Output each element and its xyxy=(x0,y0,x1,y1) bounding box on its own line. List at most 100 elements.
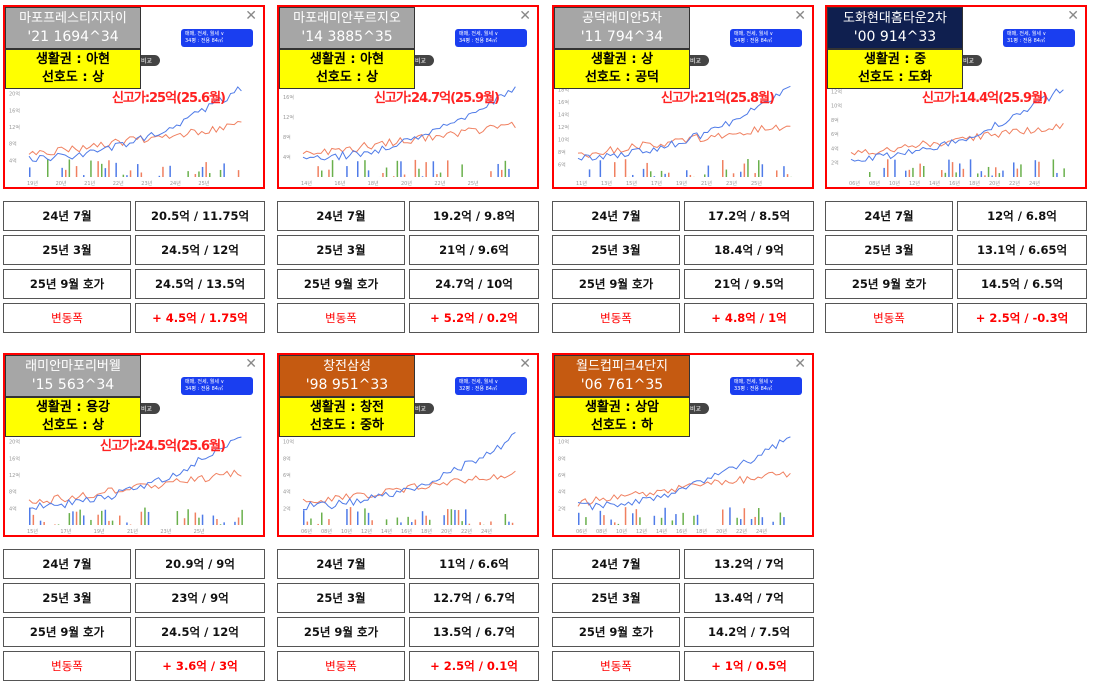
volume-bar xyxy=(732,173,735,177)
sale-price-line xyxy=(577,85,791,161)
compare-button[interactable]: 비교 xyxy=(133,403,161,414)
x-tick: 10년 xyxy=(616,528,627,535)
period-cell: 25년 3월 xyxy=(277,583,405,613)
filter-dropdown[interactable]: 매매, 전세, 월세 ∨ 31평 : 전용 84㎡ xyxy=(1003,29,1075,47)
compare-button[interactable]: 비교 xyxy=(407,55,435,66)
volume-bar xyxy=(1052,159,1055,177)
filter-dropdown[interactable]: 매매, 전세, 월세 ∨ 34평 : 전용 84㎡ xyxy=(455,29,527,47)
x-tick: 21년 xyxy=(84,180,95,187)
volume-bar xyxy=(955,172,957,177)
x-tick: 19년 xyxy=(676,180,687,187)
volume-bar xyxy=(668,172,670,177)
x-tick: 19년 xyxy=(94,528,105,535)
apartment-card: 도화현대홈타운2차 '00 914^33 생활권 : 중 선호도 : 도화 ✕ … xyxy=(825,5,1087,189)
y-tick: 4억 xyxy=(558,489,566,496)
close-icon[interactable]: ✕ xyxy=(519,356,531,372)
volume-bar xyxy=(887,159,889,177)
x-tick: 16년 xyxy=(676,528,687,535)
volume-bar xyxy=(998,173,1001,177)
volume-bar xyxy=(79,509,81,525)
volume-bar xyxy=(635,509,638,525)
volume-bar xyxy=(704,174,706,177)
volume-bar xyxy=(508,168,510,177)
price-table: 24년 7월 19.2억 / 9.8억 25년 3월 21억 / 9.6억 25… xyxy=(277,201,539,337)
close-icon[interactable]: ✕ xyxy=(245,8,257,24)
volume-bar xyxy=(126,522,128,525)
x-tick: 25년 xyxy=(198,180,209,187)
compare-button[interactable]: 비교 xyxy=(407,403,435,414)
table-row: 변동폭 + 2.5억 / 0.1억 xyxy=(277,651,539,681)
x-tick: 21년 xyxy=(701,180,712,187)
compare-button[interactable]: 비교 xyxy=(133,55,161,66)
x-tick: 06년 xyxy=(301,528,312,535)
y-tick: 12억 xyxy=(9,472,20,479)
x-tick: 16년 xyxy=(401,528,412,535)
table-row: 변동폭 + 2.5억 / -0.3억 xyxy=(825,303,1087,333)
price-cell: 24.7억 / 10억 xyxy=(409,269,539,299)
volume-bar xyxy=(306,521,309,525)
volume-bar xyxy=(234,521,236,525)
close-icon[interactable]: ✕ xyxy=(794,356,806,372)
filter-dropdown[interactable]: 매매, 전세, 월세 ∨ 33평 : 전용 84㎡ xyxy=(730,377,802,395)
volume-bar xyxy=(754,516,756,525)
volume-bar xyxy=(140,511,143,525)
table-row: 24년 7월 12억 / 6.8억 xyxy=(825,201,1087,231)
compare-button[interactable]: 비교 xyxy=(682,403,710,414)
x-tick: 06년 xyxy=(576,528,587,535)
y-tick: 16억 xyxy=(558,99,569,106)
apartment-label: 마포프레스티지자이 '21 1694^34 생활권 : 아현 선호도 : 상 xyxy=(5,7,141,89)
volume-bar xyxy=(144,507,146,525)
x-tick: 08년 xyxy=(869,180,880,187)
price-cell: + 1억 / 0.5억 xyxy=(684,651,814,681)
x-tick: 20년 xyxy=(401,180,412,187)
volume-bar xyxy=(119,515,121,525)
period-cell: 25년 3월 xyxy=(552,583,680,613)
sale-price-line xyxy=(850,88,1064,162)
close-icon[interactable]: ✕ xyxy=(794,8,806,24)
close-icon[interactable]: ✕ xyxy=(245,356,257,372)
filter-type: 매매, 전세, 월세 ∨ xyxy=(185,31,225,37)
filter-dropdown[interactable]: 매매, 전세, 월세 ∨ 32평 : 전용 84㎡ xyxy=(455,377,527,395)
volume-bar xyxy=(346,166,348,177)
x-tick: 18년 xyxy=(368,180,379,187)
volume-bar xyxy=(101,510,103,525)
period-cell: 24년 7월 xyxy=(825,201,953,231)
volume-bar xyxy=(653,515,656,525)
record-high-label: 신고가:24.7억(25.9월) xyxy=(373,91,500,106)
apartment-name: 래미안마포리버웰 xyxy=(25,359,121,374)
price-cell: 13.5억 / 6.7억 xyxy=(409,617,539,647)
volume-bar xyxy=(140,172,143,177)
price-cell: 21억 / 9.6억 xyxy=(409,235,539,265)
apartment-card: 창전삼성 '98 951^33 생활권 : 창전 선호도 : 중하 ✕ 매매, … xyxy=(277,353,539,537)
close-icon[interactable]: ✕ xyxy=(519,8,531,24)
x-tick: 12년 xyxy=(361,528,372,535)
volume-bar xyxy=(461,164,463,177)
volume-bar xyxy=(696,514,699,525)
volume-bar xyxy=(883,167,885,177)
x-tick: 08년 xyxy=(321,528,332,535)
volume-bar xyxy=(923,165,925,177)
period-cell: 25년 3월 xyxy=(277,235,405,265)
sale-price-line xyxy=(302,86,516,161)
volume-bar xyxy=(310,518,312,525)
volume-bar xyxy=(194,174,197,177)
living-area: 생활권 : 아현 xyxy=(35,52,111,67)
apartment-name: 마포프레스티지자이 xyxy=(19,11,127,26)
price-cell: 13.1억 / 6.65억 xyxy=(957,235,1087,265)
compare-button[interactable]: 비교 xyxy=(682,55,710,66)
volume-bar xyxy=(490,521,492,525)
volume-bar xyxy=(969,159,972,177)
volume-bar xyxy=(1063,168,1065,177)
filter-dropdown[interactable]: 매매, 전세, 월세 ∨ 34평 : 전용 84㎡ xyxy=(730,29,802,47)
close-icon[interactable]: ✕ xyxy=(1067,8,1079,24)
table-row: 25년 3월 13.4억 / 7억 xyxy=(552,583,814,613)
volume-bar xyxy=(758,160,760,177)
filter-dropdown[interactable]: 매매, 전세, 월세 ∨ 34평 : 전용 84㎡ xyxy=(181,377,253,395)
filter-size: 34평 : 전용 84㎡ xyxy=(185,386,223,392)
price-cell: 14.5억 / 6.5억 xyxy=(957,269,1087,299)
filter-dropdown[interactable]: 매매, 전세, 월세 ∨ 34평 : 전용 84㎡ xyxy=(181,29,253,47)
x-tick: 25년 xyxy=(468,180,479,187)
volume-bar xyxy=(209,173,211,177)
compare-button[interactable]: 비교 xyxy=(955,55,983,66)
period-cell: 24년 7월 xyxy=(3,549,131,579)
